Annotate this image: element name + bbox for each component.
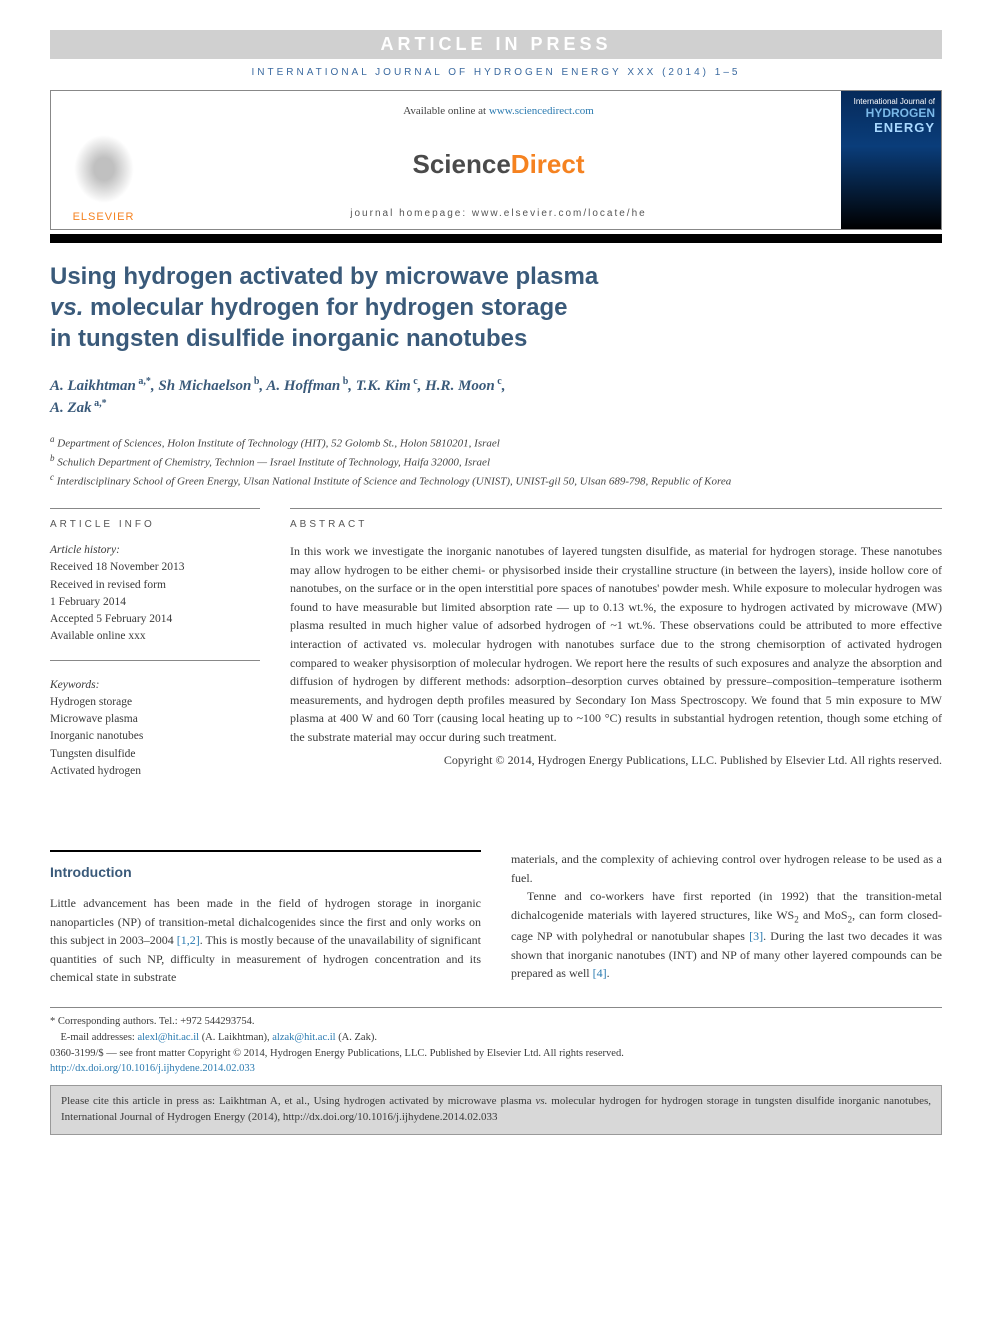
email-line: E-mail addresses: alexl@hit.ac.il (A. La… — [50, 1030, 942, 1046]
available-online: Available online at www.sciencedirect.co… — [403, 105, 594, 117]
ref-link-1-2[interactable]: [1,2] — [177, 933, 200, 947]
elsevier-text: ELSEVIER — [73, 211, 135, 223]
black-divider — [50, 234, 942, 243]
sciencedirect-logo[interactable]: ScienceDirect — [413, 149, 585, 180]
abstract-text: In this work we investigate the inorgani… — [290, 542, 942, 769]
header-center: Available online at www.sciencedirect.co… — [156, 91, 841, 229]
header-box: ELSEVIER Available online at www.science… — [50, 90, 942, 230]
ref-link-3[interactable]: [3] — [749, 929, 763, 943]
footnotes: * Corresponding authors. Tel.: +972 5442… — [50, 1007, 942, 1077]
email-link-1[interactable]: alexl@hit.ac.il — [137, 1032, 199, 1043]
keywords-block: Keywords: Hydrogen storage Microwave pla… — [50, 677, 260, 795]
email-link-2[interactable]: alzak@hit.ac.il — [272, 1032, 335, 1043]
citation-box: Please cite this article in press as: La… — [50, 1085, 942, 1135]
sciencedirect-link[interactable]: www.sciencedirect.com — [489, 105, 594, 117]
doi-link[interactable]: http://dx.doi.org/10.1016/j.ijhydene.201… — [50, 1063, 255, 1074]
abstract-heading: ABSTRACT — [290, 508, 942, 530]
article-title: Using hydrogen activated by microwave pl… — [50, 261, 942, 355]
intro-paragraph-right: materials, and the complexity of achievi… — [511, 850, 942, 983]
ref-link-4[interactable]: [4] — [593, 966, 607, 980]
journal-homepage: journal homepage: www.elsevier.com/locat… — [350, 208, 646, 219]
article-in-press-banner: ARTICLE IN PRESS — [50, 30, 942, 59]
abstract-copyright: Copyright © 2014, Hydrogen Energy Public… — [290, 751, 942, 770]
corresponding-author: * Corresponding authors. Tel.: +972 5442… — [50, 1014, 942, 1030]
affiliations: a Department of Sciences, Holon Institut… — [50, 433, 942, 490]
journal-reference: INTERNATIONAL JOURNAL OF HYDROGEN ENERGY… — [50, 67, 942, 78]
authors-list: A. Laikhtman a,*, Sh Michaelson b, A. Ho… — [50, 375, 942, 419]
journal-cover-thumbnail[interactable]: International Journal of HYDROGEN ENERGY — [841, 91, 941, 229]
elsevier-logo[interactable]: ELSEVIER — [51, 91, 156, 229]
article-history: Article history: Received 18 November 20… — [50, 542, 260, 661]
issn-copyright: 0360-3199/$ — see front matter Copyright… — [50, 1046, 942, 1062]
elsevier-tree-icon — [69, 129, 139, 209]
article-info-column: ARTICLE INFO Article history: Received 1… — [50, 508, 260, 810]
intro-paragraph-left: Little advancement has been made in the … — [50, 894, 481, 987]
left-column: Introduction Little advancement has been… — [50, 850, 481, 987]
right-column: materials, and the complexity of achievi… — [511, 850, 942, 987]
article-info-heading: ARTICLE INFO — [50, 508, 260, 530]
abstract-column: ABSTRACT In this work we investigate the… — [290, 508, 942, 810]
introduction-heading: Introduction — [50, 850, 481, 880]
body-columns: Introduction Little advancement has been… — [50, 850, 942, 987]
